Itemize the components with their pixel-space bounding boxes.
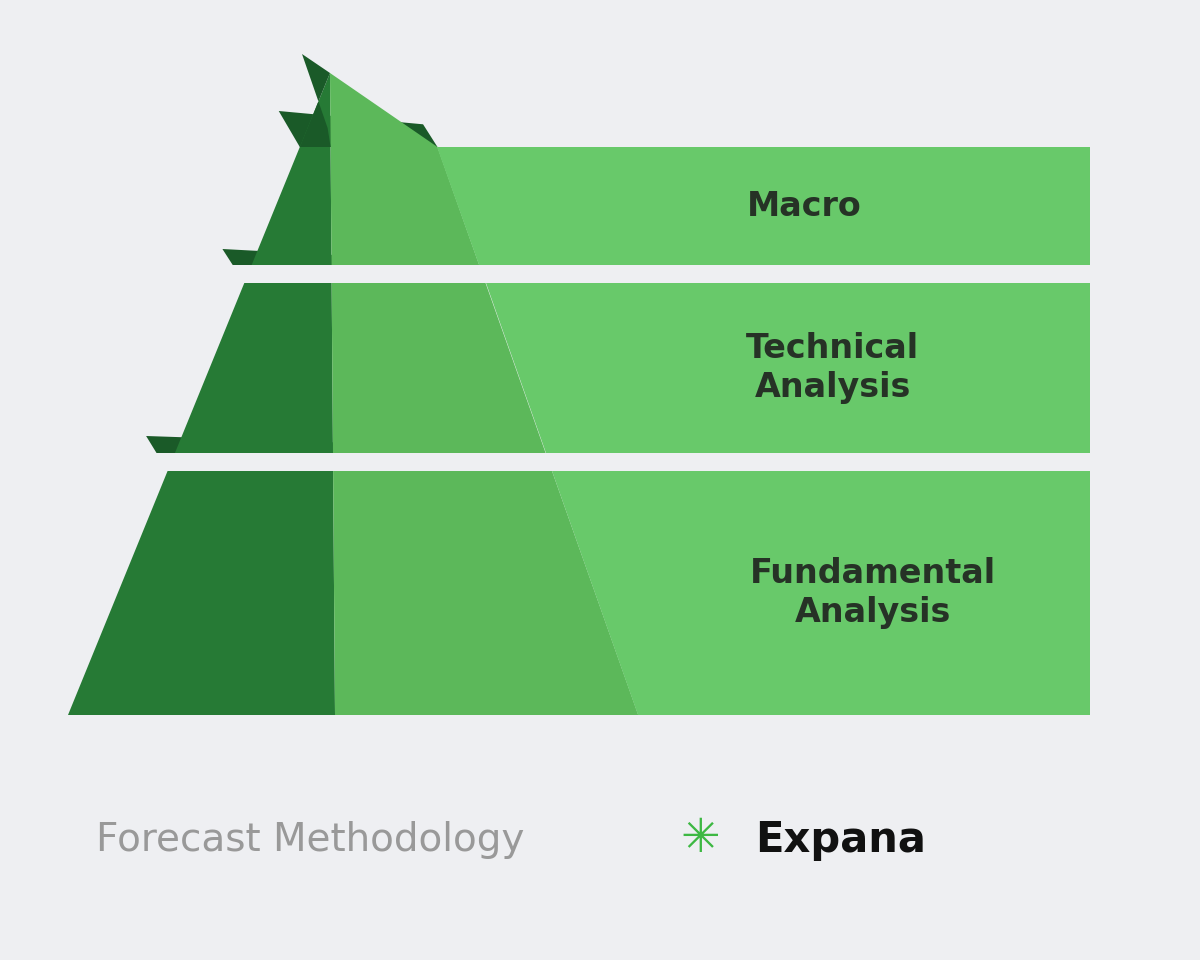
Text: Macro: Macro: [746, 189, 862, 223]
Polygon shape: [486, 283, 1090, 453]
Text: Technical
Analysis: Technical Analysis: [746, 332, 919, 403]
Polygon shape: [438, 147, 1090, 265]
Text: Fundamental
Analysis: Fundamental Analysis: [750, 558, 996, 629]
Polygon shape: [300, 73, 330, 147]
Polygon shape: [175, 283, 332, 453]
Polygon shape: [252, 147, 331, 265]
Text: ✳: ✳: [680, 818, 720, 862]
Polygon shape: [330, 73, 438, 147]
Polygon shape: [330, 147, 479, 265]
Text: Expana: Expana: [755, 819, 926, 861]
Bar: [215, 265, 1100, 283]
Polygon shape: [278, 111, 438, 147]
Polygon shape: [552, 471, 1090, 715]
Polygon shape: [331, 283, 546, 453]
Polygon shape: [68, 471, 335, 715]
Text: Forecast Methodology: Forecast Methodology: [96, 821, 524, 859]
Polygon shape: [300, 54, 330, 147]
Polygon shape: [146, 436, 552, 471]
Polygon shape: [222, 249, 486, 283]
Bar: [138, 453, 1100, 471]
Polygon shape: [334, 471, 638, 715]
